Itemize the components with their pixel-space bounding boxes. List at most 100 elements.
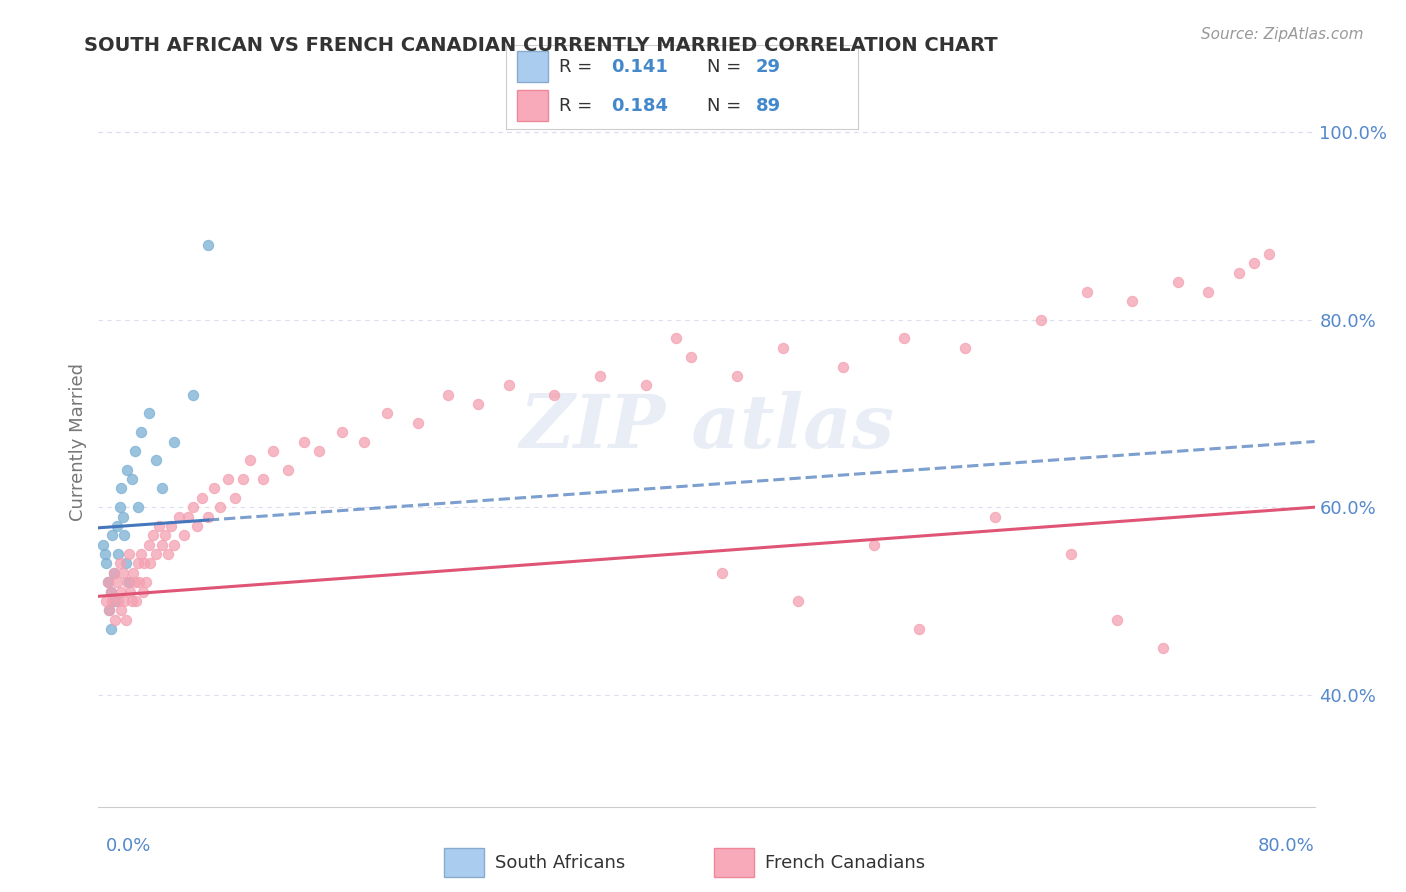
Point — [173, 528, 195, 542]
Point — [111, 566, 134, 580]
Text: 29: 29 — [756, 58, 780, 76]
Text: French Canadians: French Canadians — [765, 854, 925, 871]
Text: 80.0%: 80.0% — [1258, 837, 1315, 855]
Point — [94, 557, 117, 571]
Point — [772, 341, 794, 355]
Point — [589, 368, 612, 383]
FancyBboxPatch shape — [517, 90, 548, 120]
Y-axis label: Currently Married: Currently Married — [69, 362, 87, 521]
Point — [98, 603, 121, 617]
Point — [110, 482, 132, 496]
Point — [292, 434, 315, 449]
Point — [375, 406, 398, 420]
Point — [110, 603, 132, 617]
Point — [150, 538, 173, 552]
Text: R =: R = — [560, 96, 598, 114]
Point — [142, 528, 165, 542]
FancyBboxPatch shape — [444, 848, 484, 877]
Point — [94, 594, 117, 608]
Point — [197, 237, 219, 252]
Point — [1029, 312, 1052, 326]
Point — [100, 584, 122, 599]
Point — [120, 584, 142, 599]
Point — [224, 491, 246, 505]
Point — [98, 603, 121, 617]
Point — [277, 463, 299, 477]
Point — [101, 528, 124, 542]
Point — [107, 594, 129, 608]
Point — [893, 331, 915, 345]
Point — [100, 622, 122, 636]
Point — [148, 519, 170, 533]
Point — [145, 547, 167, 561]
Point — [1197, 285, 1219, 299]
Point — [111, 509, 134, 524]
Point — [103, 566, 125, 580]
Point — [984, 509, 1007, 524]
Point — [163, 538, 186, 552]
Point — [1167, 275, 1189, 289]
Point — [93, 547, 115, 561]
Point — [202, 482, 225, 496]
Point — [252, 472, 274, 486]
Point — [239, 453, 262, 467]
Point — [118, 547, 141, 561]
Point — [104, 613, 127, 627]
Point — [114, 613, 136, 627]
Point — [101, 594, 124, 608]
Point — [665, 331, 688, 345]
Point — [167, 509, 190, 524]
Point — [186, 519, 208, 533]
Point — [437, 387, 460, 401]
Point — [406, 416, 429, 430]
Point — [498, 378, 520, 392]
Point — [150, 482, 173, 496]
Point — [1105, 613, 1128, 627]
Point — [725, 368, 748, 383]
Text: 0.141: 0.141 — [612, 58, 668, 76]
Point — [543, 387, 565, 401]
Point — [122, 566, 145, 580]
Point — [114, 557, 136, 571]
Point — [117, 575, 139, 590]
FancyBboxPatch shape — [517, 52, 548, 82]
Point — [107, 547, 129, 561]
Point — [138, 538, 160, 552]
Point — [118, 575, 141, 590]
Point — [1152, 640, 1174, 655]
Text: SOUTH AFRICAN VS FRENCH CANADIAN CURRENTLY MARRIED CORRELATION CHART: SOUTH AFRICAN VS FRENCH CANADIAN CURRENT… — [84, 36, 998, 54]
Point — [110, 584, 132, 599]
Point — [104, 594, 127, 608]
Text: 0.0%: 0.0% — [105, 837, 150, 855]
Point — [197, 509, 219, 524]
Text: N =: N = — [707, 58, 747, 76]
Point — [155, 528, 177, 542]
Point — [177, 509, 200, 524]
Point — [163, 434, 186, 449]
Point — [832, 359, 855, 374]
Point — [127, 557, 149, 571]
Point — [1076, 285, 1098, 299]
FancyBboxPatch shape — [714, 848, 754, 877]
Point — [96, 575, 118, 590]
Point — [108, 557, 131, 571]
Point — [710, 566, 733, 580]
Point — [1258, 247, 1281, 261]
Point — [862, 538, 884, 552]
Text: N =: N = — [707, 96, 747, 114]
Point — [138, 406, 160, 420]
Point — [108, 500, 131, 515]
Point — [100, 584, 122, 599]
Text: 0.184: 0.184 — [612, 96, 669, 114]
Point — [181, 500, 204, 515]
Point — [217, 472, 239, 486]
Point — [132, 557, 155, 571]
Point — [308, 444, 330, 458]
Point — [129, 425, 152, 439]
Point — [96, 575, 118, 590]
Point — [157, 547, 180, 561]
Point — [125, 594, 148, 608]
Point — [1243, 256, 1265, 270]
Point — [112, 528, 135, 542]
Point — [145, 453, 167, 467]
